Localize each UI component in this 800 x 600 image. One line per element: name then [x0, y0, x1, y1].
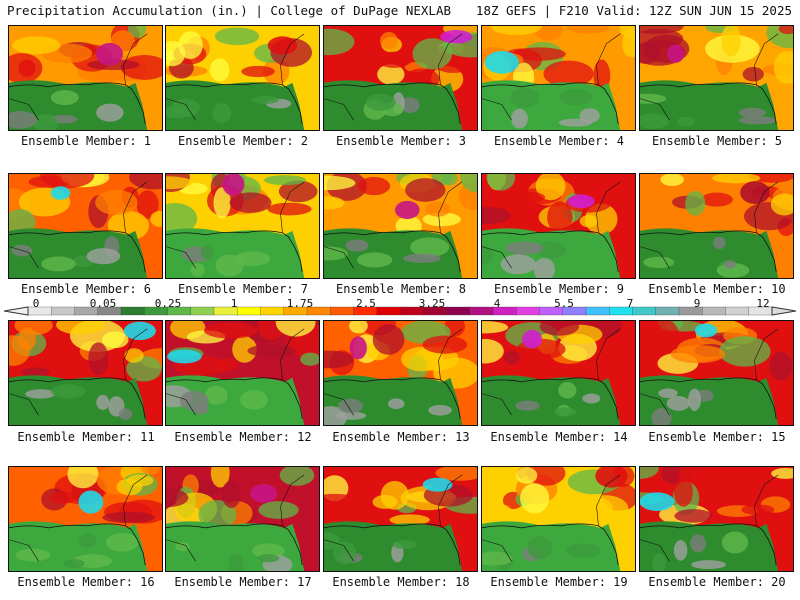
- ensemble-member-label: Ensemble Member: 19: [490, 575, 628, 589]
- scale-tick-label: 2.5: [356, 297, 376, 310]
- ensemble-member-label: Ensemble Member: 11: [17, 430, 155, 444]
- ensemble-member-map: [8, 25, 163, 131]
- scale-swatch: [51, 306, 76, 316]
- ensemble-member-label: Ensemble Member: 12: [174, 430, 312, 444]
- ensemble-member-map: [165, 320, 320, 426]
- ensemble-member-map: [639, 466, 794, 572]
- ensemble-member-map: [8, 173, 163, 279]
- ensemble-member-label: Ensemble Member: 16: [17, 575, 155, 589]
- ensemble-member-label: Ensemble Member: 13: [332, 430, 470, 444]
- scale-tick-label: 0.25: [154, 297, 182, 310]
- color-scale-bar: [3, 306, 797, 316]
- scale-tick-label: 12: [756, 297, 770, 310]
- ensemble-member-label: Ensemble Member: 17: [174, 575, 312, 589]
- scale-right-arrow: [771, 306, 797, 316]
- ensemble-member-map: [8, 320, 163, 426]
- map-title: Precipitation Accumulation (in.) | Colle…: [7, 3, 452, 18]
- scale-swatch: [585, 306, 610, 316]
- ensemble-member-map: [481, 320, 636, 426]
- ensemble-member-map: [323, 466, 478, 572]
- scale-swatch: [190, 306, 215, 316]
- scale-left-arrow: [3, 306, 29, 316]
- scale-swatch: [632, 306, 657, 316]
- scale-tick-label: 7: [626, 297, 634, 310]
- scale-swatch: [120, 306, 145, 316]
- ensemble-member-label: Ensemble Member: 18: [332, 575, 470, 589]
- scale-swatch: [330, 306, 355, 316]
- scale-tick-label: 9: [693, 297, 701, 310]
- scale-tick-label: 0: [32, 297, 40, 310]
- scale-swatch: [27, 306, 52, 316]
- ensemble-member-label: Ensemble Member: 10: [648, 282, 786, 296]
- ensemble-member-map: [639, 25, 794, 131]
- ensemble-member-map: [481, 173, 636, 279]
- ensemble-member-map: [323, 25, 478, 131]
- ensemble-member-map: [639, 173, 794, 279]
- scale-swatch: [376, 306, 401, 316]
- ensemble-member-label: Ensemble Member: 5: [651, 134, 783, 148]
- scale-swatch: [702, 306, 727, 316]
- ensemble-member-label: Ensemble Member: 15: [648, 430, 786, 444]
- scale-tick-label: 0.05: [89, 297, 117, 310]
- ensemble-member-map: [165, 466, 320, 572]
- ensemble-member-map: [323, 173, 478, 279]
- scale-swatch: [516, 306, 541, 316]
- scale-tick-label: 1.75: [286, 297, 314, 310]
- scale-swatch: [446, 306, 471, 316]
- scale-swatch: [655, 306, 680, 316]
- ensemble-member-label: Ensemble Member: 3: [335, 134, 467, 148]
- ensemble-member-map: [639, 320, 794, 426]
- scale-swatch: [237, 306, 262, 316]
- ensemble-member-map: [165, 173, 320, 279]
- scale-swatch: [469, 306, 494, 316]
- ensemble-member-label: Ensemble Member: 6: [20, 282, 152, 296]
- ensemble-member-label: Ensemble Member: 8: [335, 282, 467, 296]
- scale-tick-label: 5.5: [554, 297, 574, 310]
- scale-swatch: [260, 306, 285, 316]
- ensemble-member-map: [481, 25, 636, 131]
- scale-tick-label: 1: [230, 297, 238, 310]
- scale-swatch: [725, 306, 750, 316]
- ensemble-member-label: Ensemble Member: 7: [177, 282, 309, 296]
- scale-tick-label: 3.25: [418, 297, 446, 310]
- ensemble-member-label: Ensemble Member: 14: [490, 430, 628, 444]
- ensemble-member-label: Ensemble Member: 20: [648, 575, 786, 589]
- ensemble-member-map: [481, 466, 636, 572]
- run-info: 18Z GEFS | F210 Valid: 12Z SUN JUN 15 20…: [475, 3, 792, 18]
- ensemble-member-map: [8, 466, 163, 572]
- ensemble-member-map: [165, 25, 320, 131]
- ensemble-member-label: Ensemble Member: 9: [493, 282, 625, 296]
- ensemble-member-map: [323, 320, 478, 426]
- scale-tick-label: 4: [493, 297, 501, 310]
- ensemble-member-label: Ensemble Member: 2: [177, 134, 309, 148]
- ensemble-member-label: Ensemble Member: 4: [493, 134, 625, 148]
- ensemble-member-label: Ensemble Member: 1: [20, 134, 152, 148]
